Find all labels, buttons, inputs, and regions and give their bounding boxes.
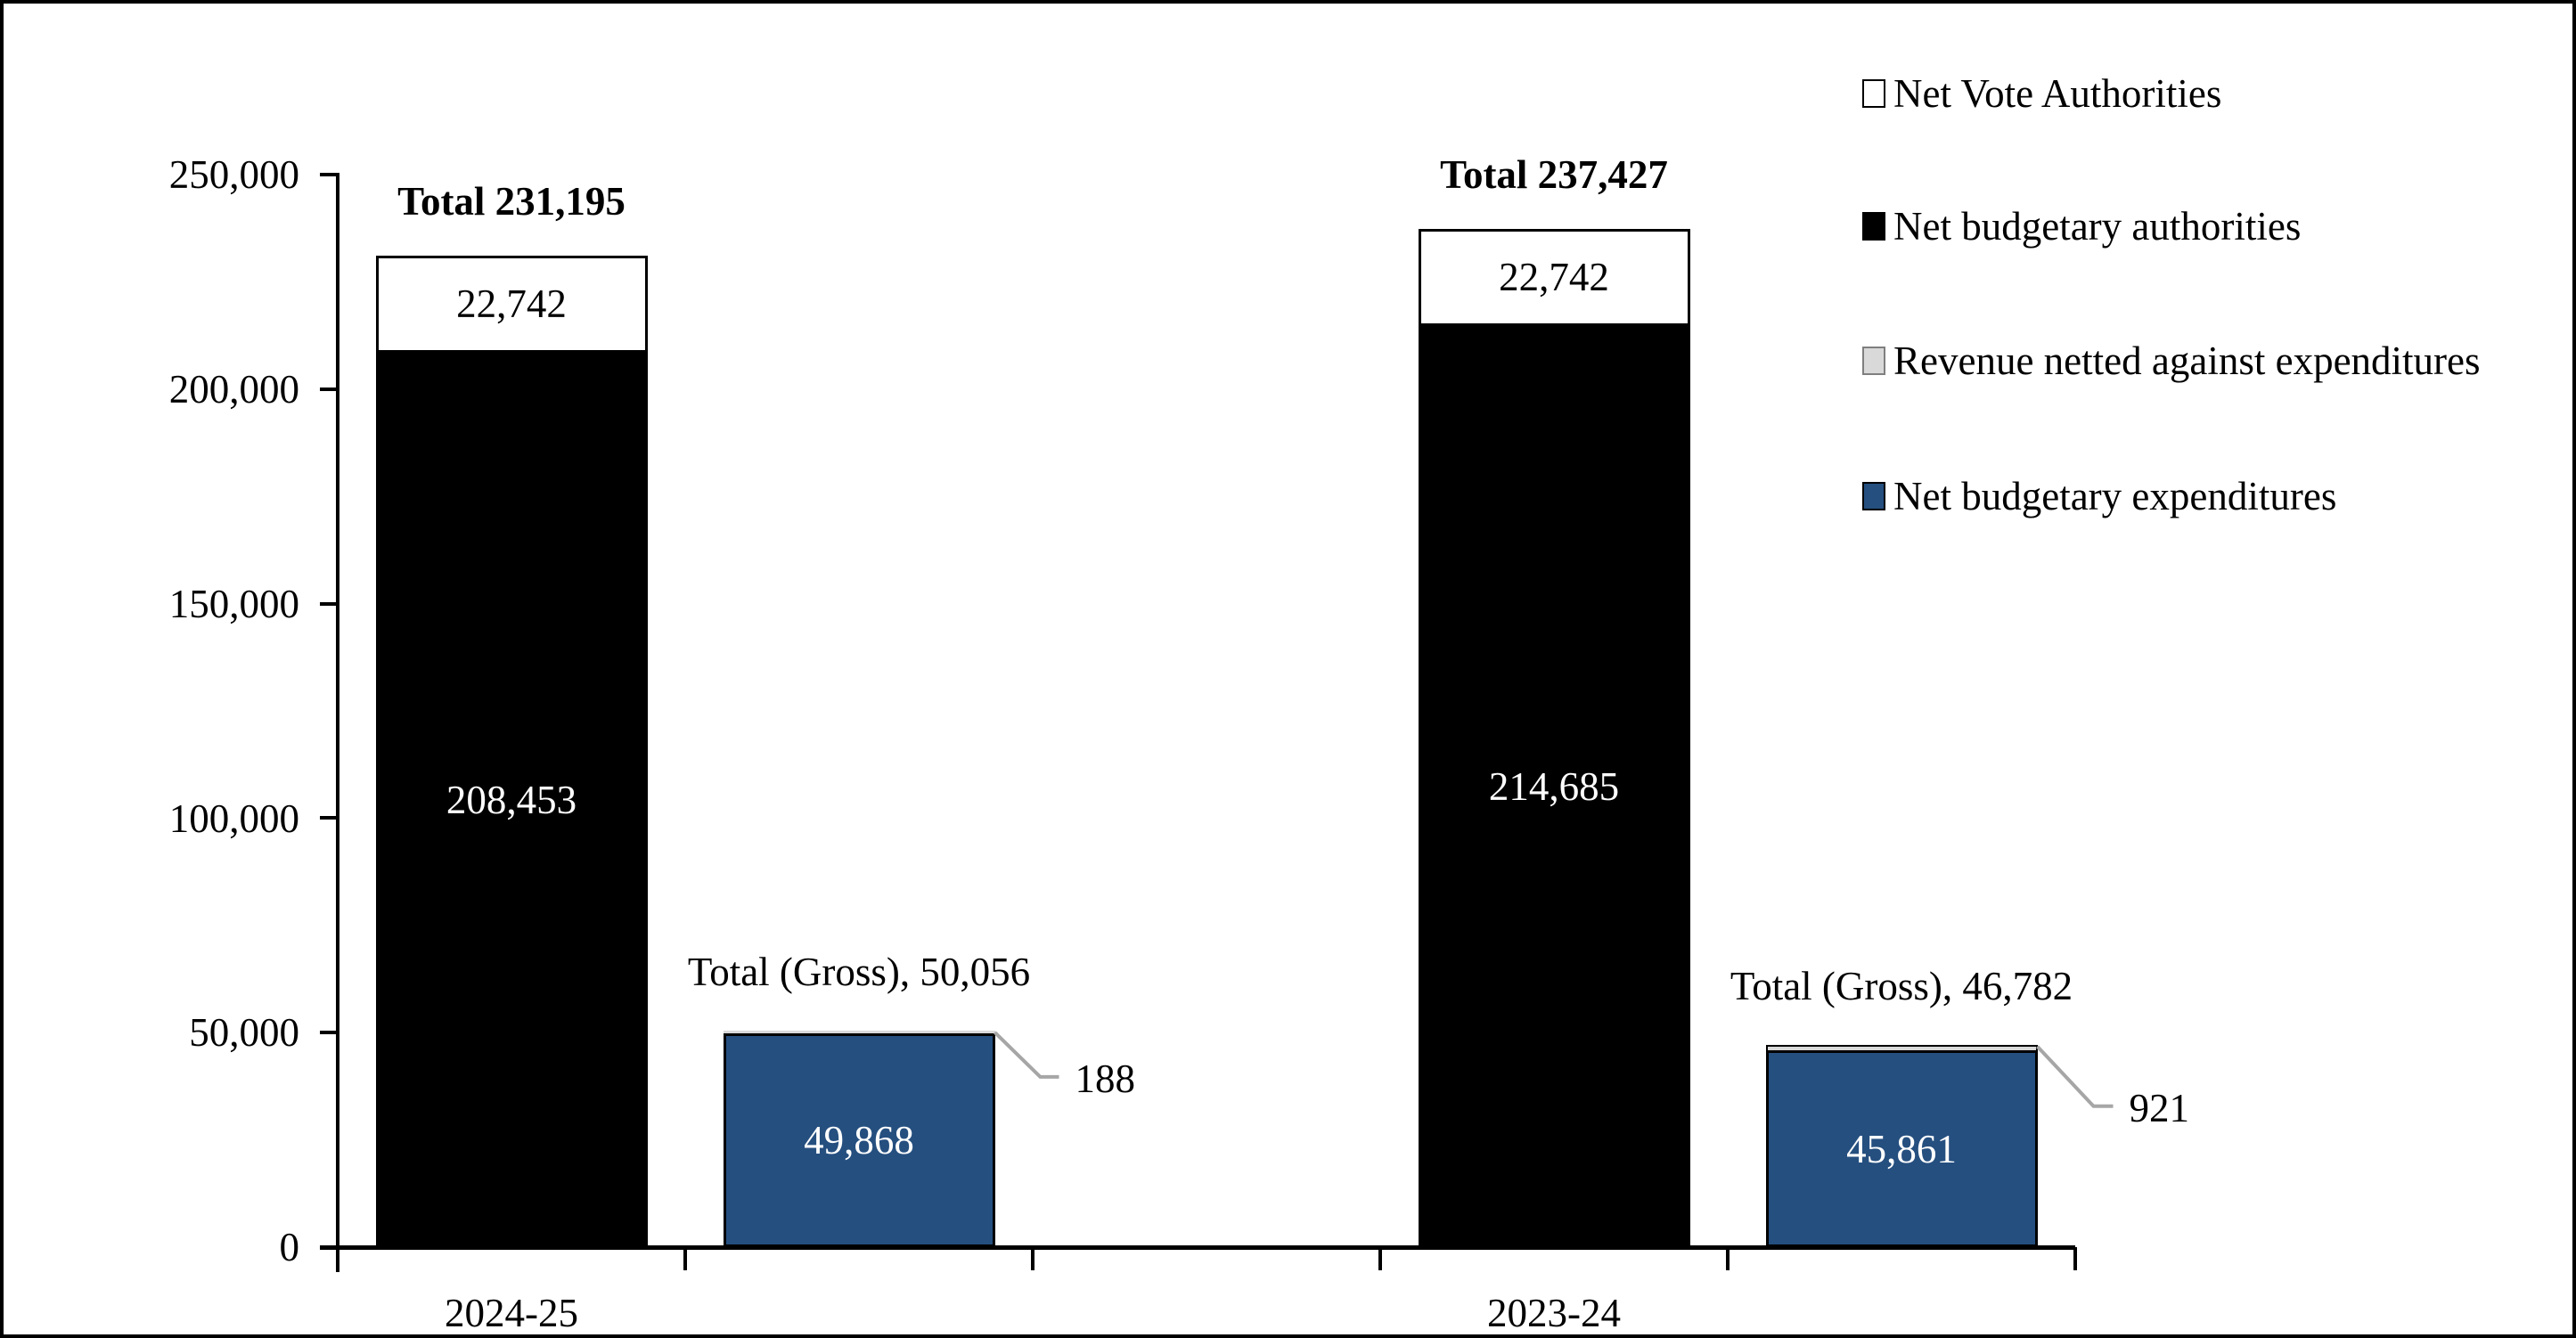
y-axis-tick [320,173,338,176]
y-tick-label-250000: 250,000 [168,152,299,197]
total-label-2023-24-authorities: Total 237,427 [1440,151,1668,197]
bar-segment-value-label: 22,742 [1499,255,1609,300]
y-axis-tick [320,387,338,391]
legend-item-net-budgetary-authorities: Net budgetary authorities [1862,203,2301,249]
callout-line [2036,1045,2114,1108]
bar-segment-value-label: 49,868 [804,1117,914,1163]
callout-line [994,1031,1059,1079]
bar-segment-value-label: 214,685 [1488,764,1620,810]
bar-segment-revenue-netted-against-expenditures-2023-24 [1765,1044,2038,1052]
y-tick-label-200000: 200,000 [168,367,299,412]
x-category-label-2023-24: 2023-24 [1487,1291,1621,1335]
callout-value-label: 921 [2129,1085,2190,1130]
legend-label: Revenue netted against expenditures [1893,339,2481,383]
bar-segment-net-vote-authorities-2024-25 [375,255,648,354]
y-tick-label-0: 0 [279,1225,300,1269]
bar-segment-net-vote-authorities-2023-24 [1418,228,1690,327]
legend-swatch-net-budgetary-authorities-icon [1862,212,1885,241]
gross-total-label-2023-24: Total (Gross), 46,782 [1730,963,2073,1008]
y-axis-tick [320,1031,338,1035]
legend-label: Net Vote Authorities [1893,71,2222,116]
x-axis-tick [1031,1247,1034,1270]
x-category-label-2024-25: 2024-25 [445,1291,578,1335]
y-axis-tick [320,601,338,606]
x-axis-tick [1378,1247,1382,1270]
x-axis-line [320,1245,2075,1250]
legend-item-net-budgetary-expenditures: Net budgetary expenditures [1862,473,2336,519]
x-axis-tick [336,1247,339,1270]
legend-swatch-net-vote-authorities-icon [1862,79,1885,108]
bar-segment-revenue-netted-against-expenditures-2024-25 [723,1030,995,1033]
bar-segment-net-budgetary-authorities-2024-25 [375,353,648,1247]
x-axis-tick [1726,1247,1730,1270]
legend-swatch-net-budgetary-expenditures-icon [1862,482,1885,510]
y-tick-label-50000: 50,000 [189,1010,299,1055]
bar-segment-net-budgetary-expenditures-2024-25 [723,1032,995,1247]
y-axis-tick [320,816,338,820]
y-tick-label-150000: 150,000 [168,582,299,626]
legend-item-net-vote-authorities: Net Vote Authorities [1862,70,2221,117]
y-axis-tick [320,1245,338,1249]
bar-segment-net-budgetary-authorities-2023-24 [1418,326,1690,1247]
bar-segment-value-label: 45,861 [1846,1126,1957,1171]
gross-total-label-2024-25: Total (Gross), 50,056 [687,949,1031,994]
legend-item-revenue-netted: Revenue netted against expenditures [1862,338,2481,384]
legend-label: Net budgetary expenditures [1893,474,2337,518]
total-label-2024-25-authorities: Total 231,195 [397,178,626,224]
bar-segment-value-label: 208,453 [446,778,577,823]
bar-segment-value-label: 22,742 [456,281,567,327]
y-tick-label-100000: 100,000 [168,796,299,841]
callout-value-label: 188 [1075,1056,1136,1101]
x-axis-tick [683,1247,687,1270]
legend-label: Net budgetary authorities [1893,204,2302,249]
y-axis-line [336,173,339,1272]
x-axis-tick [2073,1247,2077,1270]
legend-swatch-revenue-netted-icon [1862,347,1885,375]
